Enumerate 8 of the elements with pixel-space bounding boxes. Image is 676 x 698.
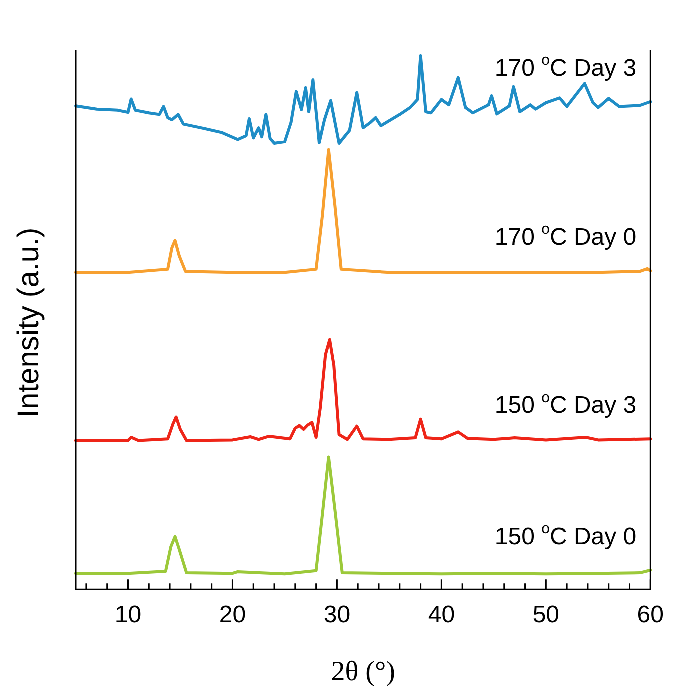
y-axis-title: Intensity (a.u.) <box>12 228 46 418</box>
x-tick-label: 10 <box>114 602 142 629</box>
x-axis-title: 2θ (°) <box>331 656 396 688</box>
x-tick-label: 20 <box>219 602 246 629</box>
x-tick-label: 60 <box>637 602 664 629</box>
x-tick-label: 50 <box>532 602 560 629</box>
x-tick-label: 40 <box>428 602 456 629</box>
x-tick-label: 30 <box>324 602 351 629</box>
